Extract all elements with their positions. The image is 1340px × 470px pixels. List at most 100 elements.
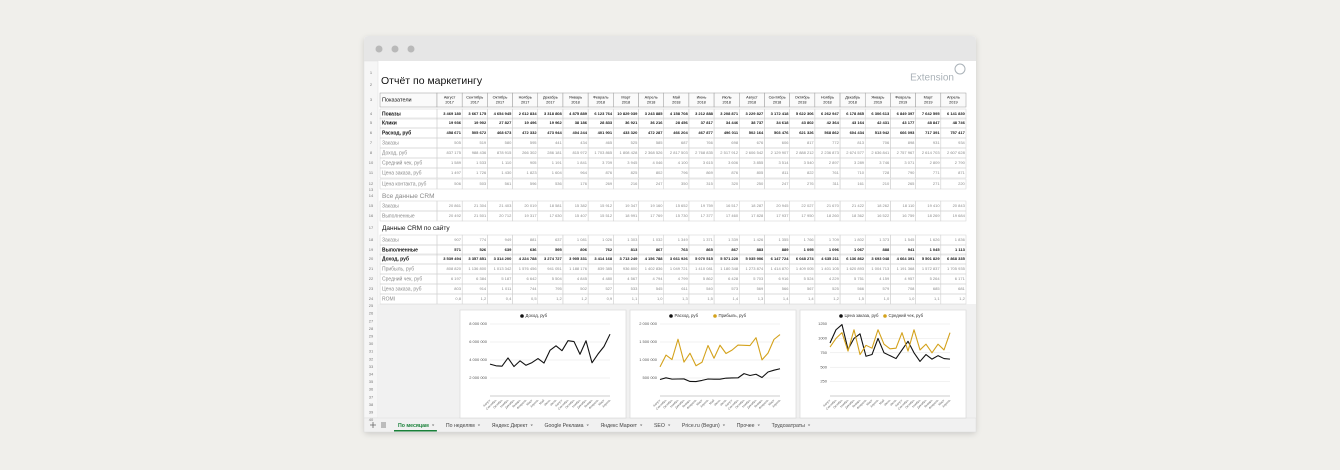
sheet-tab[interactable]: По неделям bbox=[446, 423, 475, 429]
cell-value: 17 937 bbox=[776, 213, 789, 218]
tab-dropdown[interactable] bbox=[477, 424, 481, 427]
cell-value: 3 208 871 bbox=[720, 111, 739, 116]
y-tick-label: 1 500 000 bbox=[639, 339, 658, 344]
tab-dropdown[interactable] bbox=[667, 424, 671, 427]
cell-value: 771 bbox=[933, 170, 940, 175]
tab-dropdown[interactable] bbox=[431, 424, 435, 427]
cell-value: 1 273 874 bbox=[745, 266, 764, 271]
cell-value: 4 480 bbox=[602, 276, 613, 281]
add-sheet-button[interactable] bbox=[370, 422, 376, 428]
cell-value: 19 347 bbox=[625, 203, 638, 208]
cell-value: 881 bbox=[530, 237, 537, 242]
cell-value: 502 bbox=[580, 286, 587, 291]
row-number: 15 bbox=[369, 203, 374, 208]
x-tick-label: Февраль bbox=[588, 398, 600, 410]
cell-value: 3 414 168 bbox=[594, 256, 613, 261]
cell-value: 2 757 967 bbox=[897, 150, 916, 155]
column-month: Август bbox=[444, 96, 456, 100]
cell-value: 1 620 893 bbox=[846, 266, 865, 271]
sheet-tab[interactable]: Трудозатраты bbox=[772, 423, 806, 429]
column-year: 2018 bbox=[773, 101, 781, 105]
cell-value: 1 180 348 bbox=[720, 266, 739, 271]
row-number: 16 bbox=[369, 213, 374, 218]
section-label: Данные CRM по сайту bbox=[382, 224, 450, 232]
sheet-tab[interactable]: Price.ru (Begun) bbox=[682, 423, 720, 429]
column-year: 2018 bbox=[622, 101, 630, 105]
cell-value: 2 236 873 bbox=[821, 150, 840, 155]
tab-dropdown[interactable] bbox=[757, 424, 760, 427]
x-tick-label: Октябрь bbox=[492, 398, 503, 409]
x-tick-label: Январь bbox=[753, 398, 763, 408]
x-tick-label: Март bbox=[525, 398, 533, 406]
cell-value: 796 bbox=[681, 170, 688, 175]
sheets-list-button[interactable] bbox=[381, 422, 386, 428]
x-tick-label: Июль bbox=[889, 398, 898, 407]
column-month: Январь bbox=[569, 96, 582, 100]
tab-dropdown[interactable] bbox=[807, 424, 811, 427]
cell-value: 889 bbox=[782, 247, 789, 252]
cell-value: 220 bbox=[958, 181, 965, 186]
row-label: Цена заказа, руб bbox=[382, 286, 422, 292]
tab-dropdown[interactable] bbox=[586, 424, 589, 427]
cell-value: 15 652 bbox=[675, 203, 688, 208]
sheet-tab[interactable]: Google Реклама bbox=[545, 423, 584, 429]
row-number: 5 bbox=[370, 120, 373, 125]
cell-value: 1 726 bbox=[476, 170, 487, 175]
column-month: Октябрь bbox=[795, 96, 810, 100]
cell-value: 503 476 bbox=[774, 130, 789, 135]
cell-value: 4 875 889 bbox=[569, 111, 588, 116]
cell-value: 1 096 bbox=[829, 247, 840, 252]
cell-value: 766 bbox=[706, 140, 713, 145]
cell-value: 871 bbox=[958, 170, 965, 175]
column-month: Август bbox=[746, 96, 758, 100]
tab-dropdown[interactable] bbox=[530, 424, 533, 427]
x-tick-label: Май bbox=[708, 398, 715, 405]
row-label: Заказы bbox=[382, 237, 399, 243]
tab-dropdown[interactable] bbox=[639, 424, 643, 427]
cell-value: 19 962 bbox=[550, 120, 563, 125]
column-year: 2017 bbox=[471, 101, 479, 105]
window-dot[interactable] bbox=[375, 45, 383, 53]
cell-value: 5 703 bbox=[753, 276, 764, 281]
cell-value: 817 bbox=[807, 140, 814, 145]
cell-value: 1,2 bbox=[581, 296, 587, 301]
cell-value: 28 833 bbox=[600, 120, 613, 125]
cell-value: 865 bbox=[706, 247, 713, 252]
x-tick-label: Октябрь bbox=[904, 398, 915, 409]
cell-value: 43 177 bbox=[902, 120, 915, 125]
sheet-tab[interactable]: Прочее bbox=[737, 423, 755, 429]
cell-value: 3 855 bbox=[753, 160, 764, 165]
sheet-tab[interactable]: Яндекс Маркет bbox=[601, 423, 638, 429]
legend-marker bbox=[839, 314, 843, 318]
cell-value: 710 bbox=[857, 170, 864, 175]
cell-value: 17 828 bbox=[751, 213, 764, 218]
cell-value: 2 607 628 bbox=[947, 150, 966, 155]
cell-value: 941 bbox=[908, 247, 915, 252]
x-tick-label: Август bbox=[822, 398, 832, 408]
cell bbox=[940, 210, 967, 222]
cell-value: 4 229 bbox=[829, 276, 840, 281]
y-tick-label: 2 000 000 bbox=[639, 321, 658, 326]
sheet-tab[interactable]: Яндекс Директ bbox=[492, 423, 528, 429]
row-number: 21 bbox=[369, 266, 374, 271]
report-title: Отчёт по маркетингу bbox=[381, 75, 483, 87]
cell-value: 964 bbox=[580, 170, 587, 175]
cell-value: 4 159 bbox=[879, 276, 890, 281]
tab-dropdown[interactable] bbox=[722, 424, 726, 427]
cell-value: 621 326 bbox=[799, 130, 814, 135]
row-label: ROMI bbox=[382, 296, 395, 302]
column-month: Апрель bbox=[947, 96, 960, 100]
cell-value: 4 046 bbox=[652, 160, 663, 165]
cell-value: 1 371 bbox=[703, 237, 714, 242]
sheet-tab[interactable]: SEO bbox=[654, 423, 665, 429]
cell-value: 2 809 bbox=[930, 160, 941, 165]
sheet-tab[interactable]: По месяцам bbox=[398, 423, 429, 429]
chart-panel bbox=[799, 309, 967, 419]
window-dot[interactable] bbox=[391, 45, 399, 53]
column-year: 2018 bbox=[571, 101, 579, 105]
window-dot[interactable] bbox=[407, 45, 415, 53]
cell-value: 4 567 bbox=[627, 276, 638, 281]
cell-value: 1 410 081 bbox=[695, 266, 714, 271]
cell-value: 1 802 bbox=[854, 237, 865, 242]
cell-value: 931 bbox=[933, 140, 940, 145]
